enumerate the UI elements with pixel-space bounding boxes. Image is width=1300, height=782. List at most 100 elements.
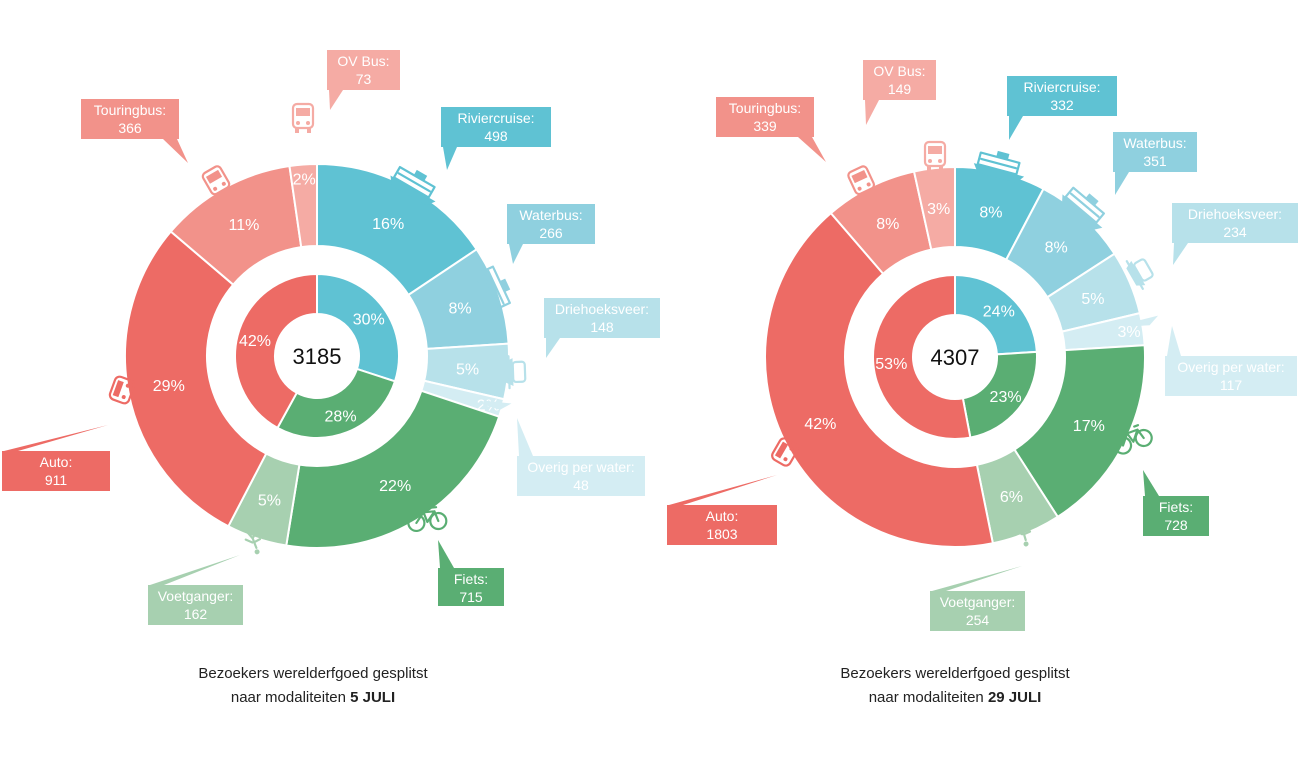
callout-ov-bus: OV Bus: 73 — [327, 50, 400, 110]
callout-name: Fiets: — [454, 571, 488, 587]
callout-name: Waterbus: — [519, 207, 582, 223]
callout-value: 117 — [1220, 377, 1243, 393]
center-hole — [276, 315, 358, 397]
outer-slice-label: 3% — [927, 201, 950, 218]
inner-slice-label: 24% — [983, 303, 1015, 320]
donut-chart-0: 30%28%42%318516%8%5%2%22%5%29%11%2%Rivie… — [2, 50, 660, 625]
waterbus-icon — [475, 265, 511, 316]
callout-value: 1803 — [706, 526, 737, 542]
callout-box — [1165, 356, 1297, 396]
callout-box — [1007, 76, 1117, 116]
boat-icon — [482, 400, 512, 410]
callout-pointer — [329, 90, 343, 110]
callout-pointer — [163, 139, 188, 163]
bicycle-icon — [407, 506, 448, 533]
callout-name: OV Bus: — [873, 63, 925, 79]
callout-value: 149 — [888, 81, 912, 97]
callout-touringbus: Touringbus: 366 — [81, 99, 188, 163]
callout-box — [1143, 496, 1209, 536]
callout-name: Touringbus: — [94, 102, 166, 118]
outer-slice-label: 8% — [876, 216, 899, 233]
caption-date: 5 JULI — [350, 689, 396, 706]
center-total: 4307 — [931, 345, 980, 370]
callout-pointer — [546, 338, 560, 358]
inner-slice-label: 53% — [875, 356, 907, 373]
callout-name: Voetganger: — [940, 594, 1016, 610]
inner-slice-red — [234, 272, 318, 430]
callout-name: Touringbus: — [729, 100, 801, 116]
callout-pointer — [1115, 172, 1129, 195]
outer-slice-label: 11% — [229, 217, 260, 234]
outer-slice-label: 6% — [1000, 489, 1023, 506]
outer-slice-label: 3% — [1118, 324, 1141, 341]
inner-slice-green — [276, 367, 397, 439]
callout-name: Waterbus: — [1123, 135, 1186, 151]
callout-name: Driehoeksveer: — [555, 301, 649, 317]
caption-prefix: naar modaliteiten — [868, 689, 988, 706]
callout-touringbus: Touringbus: 339 — [716, 97, 826, 162]
outer-slice-label: 5% — [456, 361, 479, 378]
callout-value: 728 — [1164, 517, 1188, 533]
callout-auto: Auto: 1803 — [667, 475, 777, 545]
pedestrian-icon — [1014, 519, 1032, 547]
car-icon — [108, 375, 136, 405]
callout-box — [544, 298, 660, 338]
callout-name: Driehoeksveer: — [1188, 206, 1282, 222]
callout-box — [863, 60, 936, 100]
callout-value: 715 — [459, 589, 483, 605]
callout-value: 911 — [45, 472, 68, 488]
caption-date: 29 JULI — [987, 689, 1042, 706]
callout-name: Overig per water: — [527, 459, 634, 475]
callout-pointer — [517, 418, 533, 456]
touring-bus-icon — [847, 165, 876, 199]
callout-waterbus: Waterbus: 351 — [1113, 132, 1197, 195]
caption-5-juli: Bezoekers werelderfgoed gesplitst naar m… — [133, 662, 493, 710]
outer-slice-label: 8% — [1045, 239, 1068, 256]
inner-slice-label: 23% — [990, 389, 1022, 406]
callout-overig-per-water: Overig per water: 117 — [1165, 326, 1297, 396]
callout-pointer — [438, 540, 454, 568]
callout-voetganger: Voetganger: 162 — [148, 555, 243, 625]
callout-pointer — [1167, 326, 1181, 356]
callout-pointer — [1143, 470, 1159, 496]
callout-box — [667, 505, 777, 545]
callout-name: OV Bus: — [337, 53, 389, 69]
callout-pointer — [443, 147, 457, 170]
callout-pointer — [865, 100, 879, 125]
callout-box — [716, 97, 814, 137]
callout-box — [517, 456, 645, 496]
callout-pointer — [4, 425, 108, 451]
callout-fiets: Fiets: 715 — [438, 540, 504, 606]
outer-slice-label: 5% — [258, 492, 281, 509]
inner-slice-teal — [954, 273, 1038, 356]
callout-value: 266 — [539, 225, 563, 241]
outer-slice-auto — [124, 230, 268, 528]
callout-pointer — [932, 566, 1022, 591]
callout-pointer — [150, 555, 240, 585]
callout-value: 234 — [1223, 224, 1247, 240]
inner-slice-label: 28% — [325, 409, 357, 426]
bus-icon — [291, 102, 315, 133]
outer-slice-label: 5% — [1081, 291, 1104, 308]
callout-box — [1172, 203, 1298, 243]
callout-name: Auto: — [40, 454, 73, 470]
outer-slice-label: 22% — [379, 478, 411, 495]
callout-riviercruise: Riviercruise: 332 — [1007, 76, 1117, 140]
bicycle-icon — [1113, 424, 1153, 455]
outer-slice-label: 42% — [804, 416, 836, 433]
outer-slice-label: 2% — [293, 171, 316, 188]
outer-slice-label: 17% — [1073, 418, 1105, 435]
callout-box — [438, 568, 504, 606]
outer-slice-auto — [764, 211, 995, 548]
callout-box — [930, 591, 1025, 631]
car-icon — [771, 437, 799, 467]
callout-box — [507, 204, 595, 244]
callout-ov-bus: OV Bus: 149 — [863, 60, 936, 125]
callout-pointer — [1009, 116, 1023, 140]
callout-box — [81, 99, 179, 139]
callout-pointer — [509, 244, 523, 264]
ferry-icon — [504, 355, 527, 390]
callout-value: 351 — [1143, 153, 1167, 169]
callout-box — [2, 451, 110, 491]
